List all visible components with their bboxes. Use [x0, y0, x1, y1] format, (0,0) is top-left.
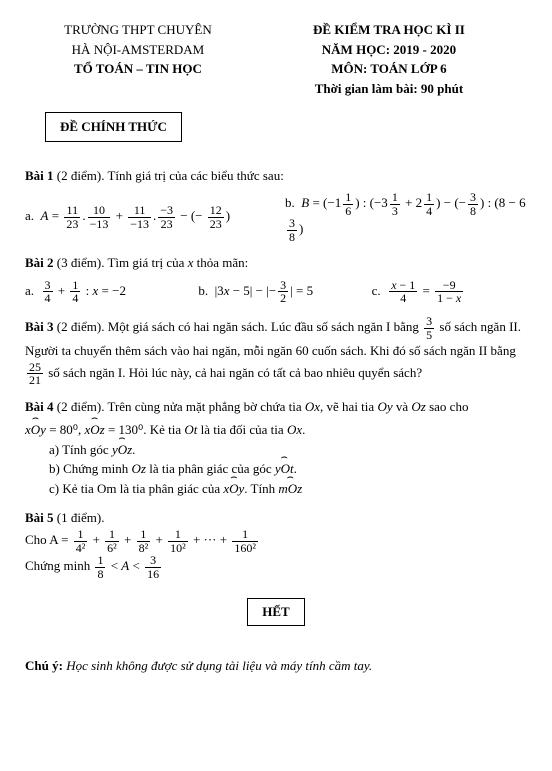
b2-c: c. x − 14 = −91 − x [372, 279, 527, 305]
b4-t1: Trên cùng nửa mặt phẳng bờ chứa tia [107, 399, 301, 414]
b4-ox: Ox [305, 399, 320, 414]
b2-var: x [188, 255, 194, 270]
b2-text: Tìm giá trị của [107, 255, 184, 270]
b4-oz: Oz [411, 399, 425, 414]
b1-parts: a. A = 1123.10−13 + 11−13.−323 − (− 1223… [25, 191, 527, 243]
b5-def: Cho A = 14² + 16² + 18² + 110² + ··· + 1… [25, 528, 527, 554]
b2-parts: a. 34 + 14 : x = −2 b. |3x − 5| − |−32| … [25, 279, 527, 305]
problem-2: Bài 2 (3 điểm). Tìm giá trị của x thỏa m… [25, 253, 527, 305]
b4-b-oz: Oz [132, 461, 146, 476]
b4-va: và [396, 399, 408, 414]
b4-label: Bài 4 [25, 399, 54, 414]
b4-c-t: . Tính [244, 481, 275, 496]
b1-b-label: b. [285, 195, 295, 210]
b4-eq: xOy = 80⁰, xOz = 130⁰. Kẻ tia Ot là tia … [25, 420, 527, 440]
problem-1: Bài 1 (2 điểm). Tính giá trị của các biể… [25, 166, 527, 244]
b5-cm-text: Chứng minh [25, 558, 90, 573]
header-left: TRƯỜNG THPT CHUYÊN HÀ NỘI-AMSTERDAM TỔ T… [25, 20, 251, 98]
b4-b-text: b) Chứng minh [49, 461, 128, 476]
b4-b-text2: là tia phân giác của góc [149, 461, 271, 476]
b1-points: (2 điểm). [57, 168, 105, 183]
page-header: TRƯỜNG THPT CHUYÊN HÀ NỘI-AMSTERDAM TỔ T… [25, 20, 527, 98]
b2-b-label: b. [198, 283, 208, 298]
exam-title: ĐỀ KIỂM TRA HỌC KÌ II [251, 20, 527, 40]
b4-a: a) Tính góc yOz. [49, 440, 527, 460]
b2-a-label: a. [25, 283, 34, 298]
problem-4: Bài 4 (2 điểm). Trên cùng nửa mặt phẳng … [25, 397, 527, 499]
b4-c-angle1: xOy [223, 481, 244, 496]
b5-label: Bài 5 [25, 510, 54, 525]
b5-points: (1 điểm). [57, 510, 105, 525]
department: TỔ TOÁN – TIN HỌC [25, 59, 251, 79]
official-stamp: ĐỀ CHÍNH THỨC [45, 112, 182, 142]
b4-ox2: Ox [287, 422, 302, 437]
b4-c: c) Kẻ tia Om là tia phân giác của xOy. T… [49, 479, 527, 499]
b1-text: Tính giá trị của các biểu thức sau: [107, 168, 283, 183]
footer-note: Chú ý: Học sinh không được sử dụng tài l… [25, 656, 527, 676]
subject: MÔN: TOÁN LỚP 6 [251, 59, 527, 79]
b2-a: a. 34 + 14 : x = −2 [25, 279, 180, 305]
header-right: ĐỀ KIỂM TRA HỌC KÌ II NĂM HỌC: 2019 - 20… [251, 20, 527, 98]
b4-t5: . [302, 422, 305, 437]
note-label: Chú ý: [25, 658, 63, 673]
b4-bd: . [294, 461, 297, 476]
b4-oy: Oy [377, 399, 392, 414]
b4-ang-xoy: xOy [25, 422, 46, 437]
b1-label: Bài 1 [25, 168, 54, 183]
b2-b: b. |3x − 5| − |−32| = 5 [198, 279, 353, 305]
b2-points: (3 điểm). [57, 255, 105, 270]
b1-b: b. B = (−116) : (−313 + 214) − (−38) : (… [285, 191, 527, 243]
b4-t2: , vẽ hai tia [320, 399, 374, 414]
b5-cm: Chứng minh 18 < A < 316 [25, 554, 527, 580]
note-text: Học sinh không được sử dụng tài liệu và … [66, 658, 372, 673]
b3-points: (2 điểm). [57, 319, 105, 334]
b4-ang-xoz: xOz [84, 422, 104, 437]
b4-c-angle2: mOz [278, 481, 302, 496]
b4-eq1b: = 80⁰, [49, 422, 81, 437]
b4-ot: Ot [184, 422, 197, 437]
b2-c-label: c. [372, 283, 381, 298]
b4-a-text: a) Tính góc [49, 442, 109, 457]
end-marker: HẾT [247, 598, 304, 626]
b4-t3: sao cho [429, 399, 468, 414]
b3-t3: số sách ngăn I. Hỏi lúc này, cả hai ngăn… [48, 365, 422, 380]
b4-c-text: c) Kẻ tia Om là tia phân giác của [49, 481, 220, 496]
school-year: NĂM HỌC: 2019 - 2020 [251, 40, 527, 60]
school-line2: HÀ NỘI-AMSTERDAM [25, 40, 251, 60]
b3-label: Bài 3 [25, 319, 54, 334]
problem-3: Bài 3 (2 điểm). Một giá sách có hai ngăn… [25, 315, 527, 387]
b1-a: a. A = 1123.10−13 + 11−13.−323 − (− 1223… [25, 204, 267, 230]
b2-label: Bài 2 [25, 255, 54, 270]
b4-ad: . [132, 442, 135, 457]
school-line1: TRƯỜNG THPT CHUYÊN [25, 20, 251, 40]
b4-t4: là tia đối của tia [201, 422, 284, 437]
b4-a-angle: yOz [112, 442, 132, 457]
b1-a-label: a. [25, 208, 34, 223]
b3-t1: Một giá sách có hai ngăn sách. Lúc đầu s… [108, 319, 419, 334]
b2-text2: thỏa mãn: [197, 255, 249, 270]
duration: Thời gian làm bài: 90 phút [251, 79, 527, 99]
problem-5: Bài 5 (1 điểm). Cho A = 14² + 16² + 18² … [25, 508, 527, 580]
b5-cho: Cho A = [25, 532, 68, 547]
